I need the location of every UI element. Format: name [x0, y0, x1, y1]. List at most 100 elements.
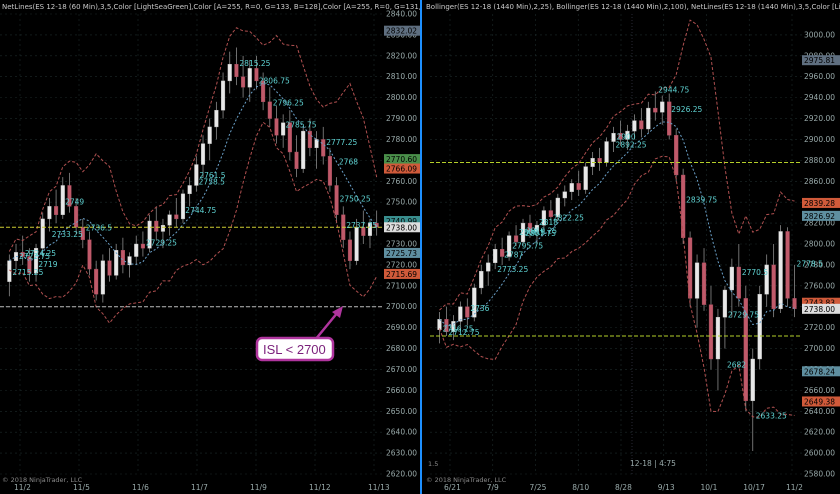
candle-down: [374, 222, 379, 228]
y-tick-label: 2620.00: [386, 470, 417, 479]
candle-up: [604, 141, 609, 163]
candle-up: [541, 210, 547, 226]
bollinger-lower-band: [9, 121, 378, 324]
candle-up: [134, 243, 139, 257]
y-tick-label: 2670.00: [386, 365, 417, 374]
candle-up: [750, 358, 755, 402]
candle-down: [465, 306, 470, 318]
netline-label: 2749: [65, 197, 84, 206]
x-tick-label: 8/10: [572, 483, 589, 492]
copyright-text: © 2018 NinjaTrader, LLC: [2, 476, 83, 484]
candle-down: [120, 250, 125, 266]
candle-up: [757, 293, 762, 360]
netline-label: 2682: [727, 360, 746, 369]
netline-label: 2729.75: [728, 310, 759, 319]
candle-down: [618, 132, 623, 140]
y-tick-label: 2660.00: [386, 386, 417, 395]
netline-label: 2839.75: [686, 195, 717, 204]
candle-up: [625, 130, 630, 140]
netline-label: 2770.5: [742, 268, 768, 277]
chart-60min-svg[interactable]: 2840.002830.002820.002810.002800.002790.…: [0, 0, 420, 494]
x-tick-label: 11/2: [14, 483, 31, 492]
candle-up: [472, 287, 477, 318]
candle-down: [527, 222, 533, 232]
chart-panel-daily[interactable]: 3000.002980.002960.002940.002920.002900.…: [424, 0, 840, 494]
netline-label: 2777.25: [326, 138, 357, 147]
bollinger-upper-band: [439, 19, 795, 311]
bollinger-middle-band: [9, 83, 378, 265]
netline-label: 2795.75: [512, 241, 543, 250]
candle-up: [555, 197, 560, 218]
candle-down: [321, 139, 326, 157]
price-tag-label: 2832.02: [386, 27, 417, 36]
netline-label: 2729.25: [146, 239, 177, 248]
netline-label: 2818: [539, 218, 558, 227]
y-tick-label: 3000.00: [804, 30, 835, 39]
netline-label: 2744.75: [185, 206, 216, 215]
y-tick-label: 2900.00: [804, 135, 835, 144]
y-tick-label: 2720.00: [386, 260, 417, 269]
price-tag-label: 2725.73: [386, 249, 417, 258]
x-tick-label: 10/1: [701, 483, 718, 492]
price-tag-label: 2649.38: [804, 397, 835, 406]
price-tag: [802, 55, 840, 66]
y-tick-label: 2620.00: [804, 428, 835, 437]
chart-panel-60min[interactable]: 2840.002830.002820.002810.002800.002790.…: [0, 0, 422, 494]
candle-down: [576, 183, 581, 190]
price-tag-label: 2678.24: [804, 367, 835, 376]
candle-up: [60, 185, 65, 215]
candle-up: [778, 231, 783, 310]
candle-down: [792, 298, 797, 310]
candle-up: [200, 143, 206, 165]
candle-down: [771, 264, 776, 310]
y-tick-label: 2600.00: [804, 449, 835, 458]
x-tick-label: 6/21: [444, 483, 461, 492]
netline-label: 2822.25: [553, 214, 584, 223]
netline-label: 2716.25: [442, 325, 473, 334]
netline-label: 2733.25: [52, 230, 83, 239]
candle-up: [281, 122, 286, 136]
price-tag-label: 2770.60: [386, 155, 417, 164]
candle-down: [174, 214, 179, 220]
x-tick-label: 11/5: [73, 483, 90, 492]
price-tag: [384, 25, 420, 36]
netline-label: 2715.25: [12, 268, 43, 277]
candle-down: [653, 107, 658, 113]
candle-up: [167, 214, 172, 226]
candle-up: [458, 306, 463, 322]
y-tick-label: 2800.00: [386, 93, 417, 102]
candle-down: [80, 227, 85, 241]
y-tick-label: 2790.00: [386, 114, 417, 123]
copyright-text: © 2018 NinjaTrader, LLC: [426, 476, 507, 484]
x-tick-label: 11/2: [786, 483, 803, 492]
candle-up: [40, 218, 45, 249]
candle-down: [681, 174, 686, 238]
price-tag: [384, 163, 420, 174]
price-tag-label: 2715.69: [386, 270, 417, 279]
y-tick-label: 2940.00: [804, 93, 835, 102]
candle-up: [187, 185, 192, 195]
candle-up: [486, 262, 491, 272]
candle-up: [506, 235, 512, 257]
netline-label: 2761.5: [199, 171, 225, 180]
candle-up: [314, 139, 319, 149]
candle-up: [194, 164, 199, 186]
candle-down: [307, 130, 312, 149]
candle-down: [241, 76, 246, 88]
netline-label: 2633.25: [756, 411, 787, 420]
netline-label: 2750.25: [340, 195, 371, 204]
candle-down: [20, 252, 25, 257]
candle-down: [327, 155, 332, 186]
candle-up: [301, 130, 306, 169]
candle-down: [287, 122, 292, 153]
candle-down: [154, 220, 159, 232]
price-tag: [802, 303, 840, 314]
x-tick-label: 11/9: [250, 483, 267, 492]
y-tick-label: 2880.00: [804, 156, 835, 165]
chart-daily-svg[interactable]: 3000.002980.002960.002940.002920.002900.…: [424, 0, 840, 494]
netline-label: 2806.75: [259, 77, 290, 86]
candle-up: [632, 120, 637, 132]
price-tag-label: 2740.99: [386, 217, 417, 226]
y-tick-label: 2650.00: [386, 407, 417, 416]
candle-up: [493, 249, 498, 264]
